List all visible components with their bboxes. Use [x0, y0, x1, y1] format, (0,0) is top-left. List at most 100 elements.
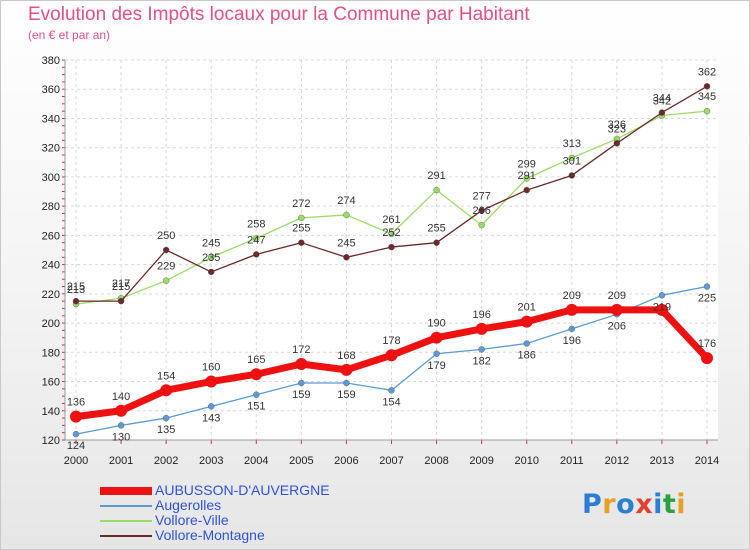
- y-tick-label: 200: [42, 318, 60, 330]
- data-point-augerolles: [117, 422, 125, 429]
- data-label-vollore-ville: 342: [653, 96, 671, 108]
- data-label-vollore-montagne: 215: [67, 281, 85, 293]
- data-point-augerolles: [343, 379, 350, 387]
- data-point-augerolles: [478, 346, 485, 353]
- data-point-vollore-ville: [162, 277, 170, 284]
- data-label-aubusson-d-auvergne: 136: [67, 397, 85, 409]
- data-label-vollore-montagne: 247: [247, 234, 265, 246]
- data-point-aubusson-d-auvergne: [701, 352, 713, 365]
- data-label-vollore-ville: 266: [472, 205, 490, 217]
- data-label-vollore-ville: 217: [112, 278, 130, 290]
- data-label-augerolles: 143: [202, 412, 220, 424]
- data-label-vollore-montagne: 215: [112, 281, 130, 293]
- x-tick-label: 2006: [334, 455, 358, 467]
- legend-label: AUBUSSON-D'AUVERGNE: [155, 482, 330, 498]
- data-point-augerolles: [523, 340, 530, 347]
- data-label-augerolles: 182: [472, 355, 490, 367]
- data-point-vollore-montagne: [523, 186, 530, 194]
- data-point-aubusson-d-auvergne: [295, 358, 308, 370]
- data-label-aubusson-d-auvergne: 178: [382, 335, 400, 347]
- data-label-augerolles: 130: [112, 431, 130, 443]
- legend-label: Vollore-Montagne: [155, 527, 265, 543]
- data-point-augerolles: [388, 387, 395, 394]
- x-tick-label: 2012: [605, 455, 629, 467]
- data-label-vollore-ville: 345: [698, 91, 716, 103]
- data-point-augerolles: [703, 283, 711, 290]
- data-point-aubusson-d-auvergne: [340, 363, 353, 376]
- data-point-aubusson-d-auvergne: [250, 368, 263, 381]
- data-label-augerolles: 159: [292, 389, 310, 401]
- data-label-vollore-montagne: 235: [202, 252, 220, 264]
- data-label-vollore-montagne: 277: [472, 191, 490, 203]
- data-label-aubusson-d-auvergne: 172: [292, 344, 310, 356]
- data-point-vollore-montagne: [343, 254, 350, 261]
- data-point-vollore-montagne: [72, 297, 80, 305]
- data-label-vollore-montagne: 362: [698, 66, 716, 78]
- data-label-aubusson-d-auvergne: 140: [112, 391, 130, 403]
- data-label-vollore-montagne: 291: [518, 170, 536, 182]
- data-point-augerolles: [253, 391, 260, 398]
- x-tick-label: 2000: [64, 455, 88, 467]
- data-label-augerolles: 151: [247, 401, 265, 413]
- data-point-vollore-montagne: [162, 246, 170, 254]
- legend-label: Vollore-Ville: [155, 512, 229, 528]
- y-tick-label: 220: [42, 289, 60, 301]
- data-point-aubusson-d-auvergne: [430, 331, 443, 344]
- data-label-vollore-montagne: 344: [653, 93, 671, 105]
- data-label-vollore-ville: 229: [157, 261, 175, 273]
- data-point-vollore-montagne: [253, 251, 260, 258]
- y-tick-label: 160: [42, 377, 60, 389]
- data-label-vollore-ville: 245: [202, 237, 220, 249]
- legend-label: Augerolles: [155, 497, 222, 513]
- y-tick-label: 380: [42, 55, 60, 67]
- data-label-aubusson-d-auvergne: 165: [247, 354, 265, 366]
- data-label-vollore-ville: 261: [382, 214, 400, 226]
- data-label-augerolles: 186: [518, 350, 536, 362]
- data-point-aubusson-d-auvergne: [565, 303, 578, 316]
- legend-swatch: [100, 535, 152, 537]
- data-label-augerolles: 135: [157, 424, 175, 436]
- data-point-augerolles: [658, 292, 666, 299]
- data-label-augerolles: 206: [608, 320, 626, 332]
- y-tick-label: 280: [42, 201, 60, 213]
- data-label-vollore-ville: 326: [608, 119, 626, 131]
- y-tick-label: 360: [42, 84, 60, 96]
- data-label-augerolles: 159: [337, 389, 355, 401]
- x-tick-label: 2002: [154, 455, 178, 467]
- data-point-aubusson-d-auvergne: [475, 322, 488, 335]
- data-label-aubusson-d-auvergne: 168: [337, 350, 355, 362]
- data-label-augerolles: 179: [427, 360, 445, 372]
- data-label-augerolles: 124: [67, 440, 85, 452]
- data-label-aubusson-d-auvergne: 209: [608, 290, 626, 302]
- data-point-vollore-ville: [478, 221, 485, 229]
- data-point-vollore-ville: [298, 214, 305, 222]
- x-tick-label: 2009: [469, 455, 493, 467]
- data-point-augerolles: [433, 350, 440, 357]
- data-point-vollore-montagne: [658, 109, 666, 116]
- data-point-vollore-ville: [703, 107, 711, 115]
- x-tick-label: 2008: [424, 455, 448, 467]
- x-tick-label: 2013: [650, 455, 674, 467]
- data-point-vollore-montagne: [433, 239, 440, 246]
- data-label-aubusson-d-auvergne: 209: [563, 290, 581, 302]
- x-tick-label: 2001: [109, 455, 133, 467]
- data-point-vollore-ville: [388, 230, 395, 238]
- y-tick-label: 120: [42, 435, 60, 447]
- legend-swatch: [100, 520, 152, 522]
- data-label-aubusson-d-auvergne: 154: [157, 370, 175, 382]
- data-point-vollore-montagne: [117, 297, 125, 305]
- data-point-vollore-ville: [253, 235, 260, 242]
- data-label-augerolles: 219: [653, 301, 671, 313]
- data-label-vollore-ville: 258: [247, 218, 265, 230]
- data-point-vollore-montagne: [703, 83, 711, 90]
- data-point-vollore-montagne: [568, 172, 575, 179]
- data-point-augerolles: [162, 414, 170, 422]
- data-point-aubusson-d-auvergne: [610, 303, 623, 316]
- y-tick-label: 240: [42, 260, 60, 272]
- x-tick-label: 2010: [514, 455, 538, 467]
- data-point-vollore-montagne: [613, 140, 621, 147]
- x-tick-label: 2003: [199, 455, 223, 467]
- data-point-aubusson-d-auvergne: [70, 410, 82, 423]
- data-point-vollore-montagne: [388, 243, 395, 251]
